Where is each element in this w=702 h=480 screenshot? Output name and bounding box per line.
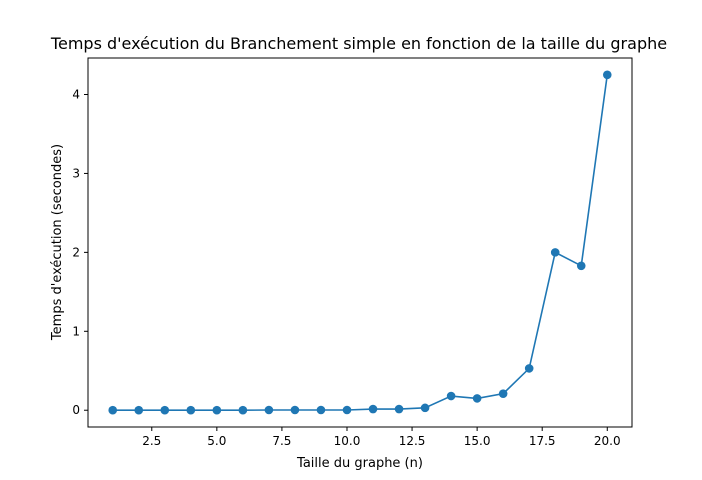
data-point [264,405,274,415]
data-point [602,70,612,80]
data-point [160,405,170,415]
y-tick-label: 1 [72,324,80,338]
data-point [524,364,534,373]
data-point [186,405,196,415]
x-tick-label: 2.5 [142,434,161,448]
data-point [290,405,300,415]
data-point [498,389,508,398]
y-axis-label: Temps d'exécution (secondes) [50,144,65,341]
y-tick-label: 2 [72,245,80,259]
data-point [420,403,430,413]
data-point [212,405,222,415]
data-point [446,391,456,401]
y-tick-label: 0 [72,403,80,417]
data-point [238,405,248,415]
y-tick-label: 4 [72,88,80,102]
x-tick-label: 20.0 [594,434,621,448]
data-point [316,405,326,415]
chart-title: Temps d'exécution du Branchement simple … [50,34,667,53]
y-tick-label: 3 [72,166,80,180]
data-point [550,248,560,257]
data-point [108,405,118,415]
data-point [472,394,482,403]
x-tick-label: 15.0 [464,434,491,448]
x-axis-label: Taille du graphe (n) [296,456,423,471]
series-line [112,74,609,412]
x-tick-label: 17.5 [529,434,556,448]
x-tick-label: 5.0 [207,434,226,448]
x-tick-label: 12.5 [399,434,426,448]
data-point [342,405,352,415]
data-point [368,404,378,414]
x-axis: 2.5 5.0 7.5 10.0 12.5 15.0 17.5 20.0 [142,427,621,448]
plot-frame [87,57,633,428]
plot-area [87,57,633,428]
y-axis: 0 1 2 3 4 [72,88,88,417]
data-point [394,404,404,414]
data-point [134,405,144,415]
x-tick-label: 10.0 [334,434,361,448]
series-layer [108,70,612,415]
data-point [576,261,586,271]
x-tick-label: 7.5 [272,434,291,448]
